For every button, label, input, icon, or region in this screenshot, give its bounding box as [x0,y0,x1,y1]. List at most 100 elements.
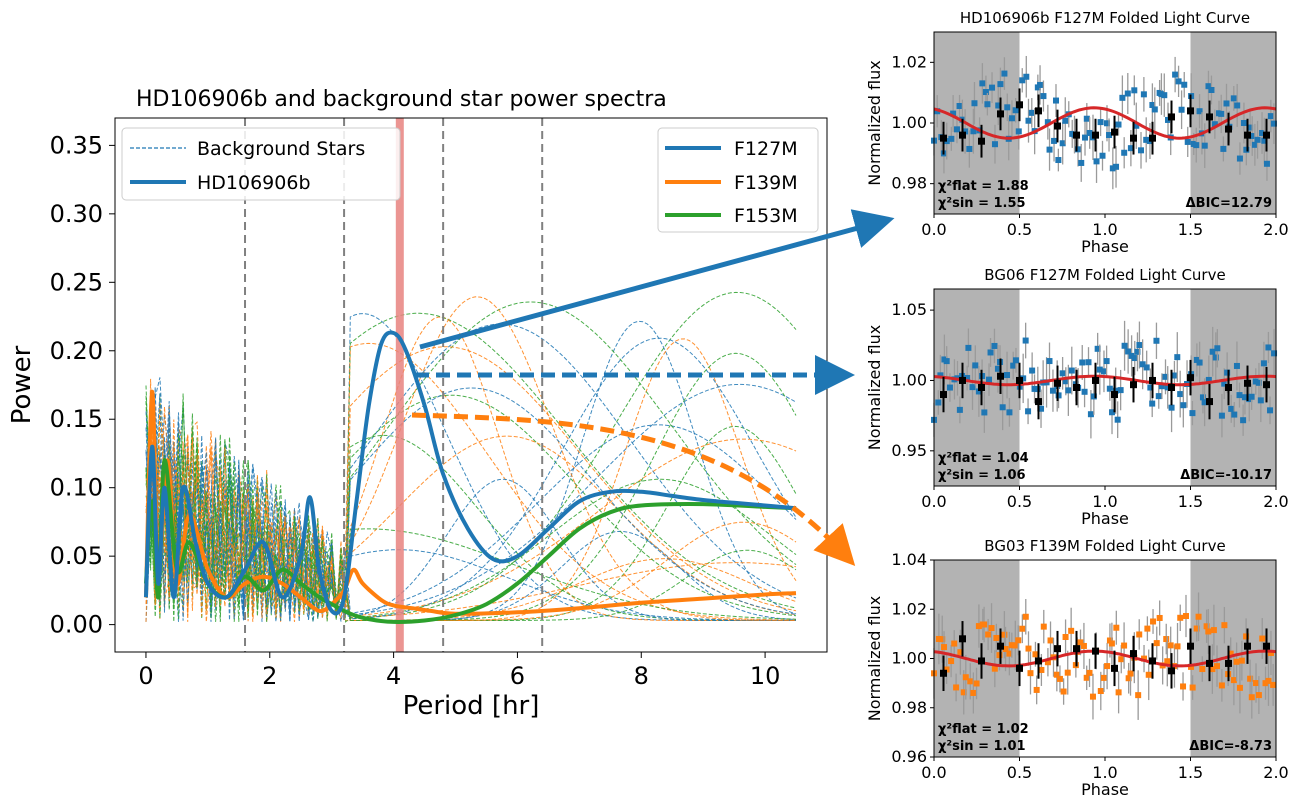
binned-point [1168,384,1175,391]
data-point [1168,404,1175,411]
data-point [1100,674,1107,681]
legend-filters: F127M F139M F153M [657,127,819,233]
background-star-curve [145,406,797,622]
data-point [1199,394,1206,401]
data-point [1077,639,1084,646]
panel-x-tick-label: 1.5 [1178,220,1203,239]
data-point [950,110,957,117]
data-point [1174,354,1181,361]
data-point [1240,120,1247,127]
x-tick-label: 4 [386,662,401,690]
data-point [1218,110,1225,117]
data-point [1127,145,1134,152]
main-y-axis-label: Power [7,345,37,424]
data-point [1049,387,1056,394]
panel-y-axis-label: Normalized flux [865,596,884,722]
binned-point [1206,659,1213,667]
binned-point [959,635,966,643]
data-point [1031,385,1038,392]
data-point [1022,613,1029,620]
data-point [1001,70,1008,77]
panel-y-tick-label: 0.98 [891,698,927,717]
data-point [1138,147,1145,154]
data-point [1249,133,1256,140]
data-point [1053,671,1060,678]
data-point [1081,388,1088,395]
data-point [1248,694,1255,701]
chi-flat-label: χ²flat [938,179,981,194]
binned-point [1187,107,1194,115]
panel-x-tick-label: 1.0 [1092,492,1117,511]
data-point [1255,379,1262,386]
data-point [1114,416,1121,423]
binned-point [1206,113,1213,121]
data-point [1236,155,1243,162]
data-point [1083,674,1090,681]
data-point [1078,159,1085,166]
data-point [1224,369,1231,376]
data-point [1056,675,1063,682]
data-point [1109,165,1116,172]
data-point [1163,636,1170,643]
binned-point [1016,101,1023,109]
data-point [1025,645,1032,652]
data-point [970,689,977,696]
data-point [1022,337,1029,344]
binned-point [1054,645,1061,653]
data-point [1108,640,1115,647]
data-point [960,689,967,696]
background-star-curve [145,316,796,622]
panel-x-tick-label: 1.5 [1178,763,1203,782]
panel-x-tick-label: 0.0 [921,492,946,511]
data-point [956,103,963,110]
main-y-ticks: 0.00 0.05 0.10 0.15 0.20 0.25 0.30 0.35 [50,131,115,639]
binned-point [1263,131,1270,139]
data-point [996,652,1003,659]
data-point [1255,692,1262,699]
data-point [964,374,971,381]
data-point [1015,637,1022,644]
data-point [1083,115,1090,122]
data-point [1143,136,1150,143]
legend-filters-box [657,127,819,233]
x-tick-label: 10 [750,662,781,690]
x-tick-label: 6 [510,662,525,690]
data-point [1008,642,1015,649]
data-point [1193,142,1200,149]
data-point [956,406,963,413]
data-point [1029,367,1036,374]
chi-sin-value: = 1.01 [978,739,1026,754]
binned-point [1016,664,1023,672]
data-point [1032,651,1039,658]
panel-y-tick-label: 1.00 [891,113,927,132]
data-point [1019,625,1026,632]
binned-point [1073,645,1080,653]
data-point [1156,614,1163,621]
binned-point [1111,664,1118,672]
data-point [1162,373,1169,380]
chi-sin-label: χ²sin [938,196,978,211]
panel-title: HD106906b F127M Folded Light Curve [960,9,1250,27]
chi-sin-value: = 1.06 [978,468,1026,483]
binned-point [1168,667,1175,675]
data-point [1136,342,1143,349]
data-point [1121,342,1128,349]
data-point [1106,132,1113,139]
panel-x-tick-label: 0.5 [1007,763,1032,782]
background-star-curve [145,301,797,622]
data-point [937,372,944,379]
data-point [999,404,1006,411]
background-star-curve [145,320,797,621]
data-point [1201,142,1208,149]
data-point [953,126,960,133]
data-point [1115,121,1122,128]
main-x-ticks: 0 2 4 6 8 10 [138,652,780,690]
data-point [1117,387,1124,394]
data-point [979,80,986,87]
binned-point [940,391,947,399]
panel-x-tick-label: 1.0 [1092,763,1117,782]
binned-point [1149,376,1156,384]
y-tick-label: 0.00 [50,611,103,639]
data-point [1270,681,1277,688]
data-point [948,658,955,665]
